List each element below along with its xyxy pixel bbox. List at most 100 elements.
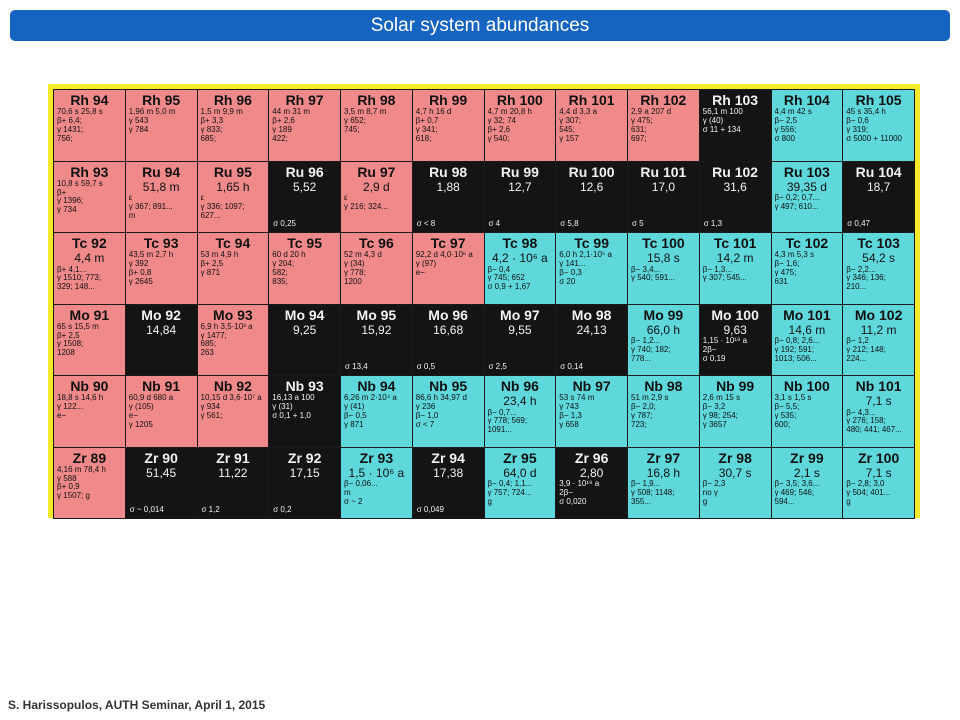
nuclide-detail-line: 631; (631, 125, 647, 134)
nuclide-cell-mo-98: Mo 98 24,13 σ 0,14 (556, 304, 627, 375)
nuclide-chart-frame: Rh 94 70,6 s 25,8 s β+ 6,4; γ 1431; 756; Rh 9… (48, 84, 920, 519)
nuclide-detail-line: 685; (200, 340, 217, 349)
nuclide-detail-line: γ 833; (200, 125, 223, 134)
nuclide-cell-ru-100: Ru 100 12,6 σ 5,8 (556, 161, 627, 232)
nuclide-value: 14,84 (146, 322, 177, 337)
nuclide-value: 17,0 (651, 179, 676, 194)
nuclide-value: 1,65 h (216, 179, 250, 194)
nuclide-detail-line: 685; (200, 134, 217, 143)
nuclide-detail-line: γ 32; 74 (487, 117, 516, 126)
nuclide-name: Tc 99 (574, 235, 609, 251)
nuclide-detail-line: 65 s 15,5 m (57, 322, 99, 331)
nuclide-detail-line: 600; (774, 420, 791, 429)
nuclide-name: Tc 94 (215, 235, 251, 251)
nuclide-name: Nb 98 (644, 378, 683, 394)
nuclide-detail-line: β− 3,5; 3,6... (774, 480, 820, 489)
nuclide-detail-line: γ (97) (415, 260, 437, 269)
nuclide-cell-tc-98: Tc 98 4,2 · 10⁶ a β− 0,4 γ 745; 652 σ 0,9 + … (484, 233, 556, 304)
nuclide-value: 1,5 · 10⁶ a (348, 465, 405, 480)
nuclide-detail-line: σ 800 (774, 134, 796, 143)
nuclide-detail-line: 18,8 s 14,6 h (57, 394, 104, 403)
nuclide-cell-zr-90: Zr 90 51,45 σ ~ 0,014 (125, 447, 197, 518)
nuclide-name: Zr 89 (72, 449, 107, 466)
nuclide-cross-section: σ 5,8 (560, 219, 579, 229)
nuclide-detail-line: σ ~ 2 (344, 497, 363, 506)
nuclide-detail-line: γ 475; (774, 268, 797, 277)
nuclide-cell-zr-100: Zr 100 7,1 s β− 2,8; 3,0 γ 504; 401... g (843, 447, 914, 518)
nuclide-detail-line: 210... (846, 283, 867, 292)
nuclide-detail-line: 16,13 a 100 (272, 394, 315, 403)
nuclide-name: Nb 95 (429, 378, 468, 394)
nuclide-name: Rh 95 (142, 92, 181, 108)
nuclide-name: Rh 99 (429, 92, 468, 108)
nuclide-detail-line: 480; 441; 467... (846, 426, 902, 435)
nuclide-value: 54,2 s (862, 251, 895, 266)
nuclide-name: Zr 91 (216, 449, 250, 466)
nuclide-detail-line: γ 469; 546; (774, 488, 815, 497)
nuclide-detail-line: γ 307; 545... (702, 274, 747, 283)
nuclide-detail-line: γ 346; 136; (846, 274, 886, 283)
nuclide-detail-line: σ 0,1 + 1,0 (272, 411, 311, 420)
nuclide-cell-mo-99: Mo 99 66,0 h β− 1,2... γ 740; 182; 778... (628, 304, 699, 375)
nuclide-cell-rh-94: Rh 94 70,6 s 25,8 s β+ 6,4; γ 1431; 756; (54, 90, 125, 161)
nuclide-value: 7,1 s (865, 465, 892, 480)
nuclide-name: Ru 96 (285, 163, 324, 180)
nuclide-detail-line: γ 3657 (702, 420, 727, 429)
nuclide-detail-line: 618; (415, 134, 432, 143)
nuclide-name: Ru 101 (640, 163, 687, 180)
nuclide-value: 2,9 d (363, 179, 390, 194)
nuclide-cell-mo-97: Mo 97 9,55 σ 2,5 (484, 304, 556, 375)
nuclide-detail-line: β− 0,6 (846, 117, 869, 126)
nuclide-detail-line: 2,6 m 15 s (702, 394, 741, 403)
nuclide-detail-line: β− 2,5 (774, 117, 798, 126)
nuclide-name: Mo 93 (213, 306, 253, 323)
nuclide-value: 31,6 (723, 179, 747, 194)
nuclide-detail-line: β− 4,3... (846, 408, 876, 417)
nuclide-detail-line: 1013; 506... (774, 354, 817, 363)
nuclide-value: 14,2 m (716, 251, 754, 266)
nuclide-detail-line: γ 1508; (57, 340, 84, 349)
nuclide-name: Mo 91 (69, 306, 110, 323)
nuclide-value: 39,35 d (786, 179, 827, 194)
nuclide-name: Ru 94 (142, 163, 181, 180)
nuclide-name: Nb 101 (855, 378, 902, 394)
nuclide-detail-line: γ 871 (200, 268, 221, 277)
nuclide-detail-line: β− 2,8; 3,0 (846, 480, 885, 489)
nuclide-detail-line: 582; (272, 268, 288, 277)
nuclide-detail-line: β− 1,3 (559, 411, 582, 420)
nuclide-detail-line: 4,7 m 20,8 h (487, 108, 532, 117)
nuclide-detail-line: γ (41) (344, 403, 365, 412)
nuclide-name: Mo 97 (500, 306, 540, 323)
nuclide-value: 9,25 (292, 322, 317, 337)
nuclide-detail-line: 6,26 m 2·10⁴ a (344, 394, 397, 403)
nuclide-detail-line: 329; 148... (57, 283, 95, 292)
nuclide-cell-rh-105: Rh 105 45 s 35,4 h β− 0,6 γ 319; σ 5000 + 11… (843, 90, 914, 161)
nuclide-name: Nb 96 (500, 378, 539, 394)
nuclide-value: 14,6 m (788, 322, 826, 337)
nuclide-detail-line: γ 561; (200, 411, 223, 420)
nuclide-detail-line: 355... (631, 497, 652, 506)
nuclide-detail-line: ε (128, 194, 133, 203)
nuclide-value: 1,88 (436, 179, 460, 194)
nuclide-cell-tc-94: Tc 94 53 m 4,9 h β+ 2,5 γ 871 (197, 233, 269, 304)
nuclide-name: Zr 93 (359, 449, 394, 466)
nuclide-cell-tc-102: Tc 102 4,3 m 5,3 s β− 1,6; γ 475; 631 (771, 233, 843, 304)
nuclide-detail-line: γ 540; (487, 134, 510, 143)
nuclide-detail-line: γ 745; 652 (487, 274, 525, 283)
nuclide-detail-line: ε (344, 194, 348, 203)
nuclide-detail-line: γ 98; 254; (702, 411, 738, 420)
nuclide-detail-line: γ 392 (128, 260, 149, 269)
nuclide-name: Nb 97 (572, 378, 611, 394)
nuclide-detail-line: σ 0,9 + 1,67 (487, 283, 531, 292)
nuclide-detail-line: m (128, 211, 136, 220)
nuclide-name: Zr 100 (858, 449, 900, 466)
nuclide-name: Ru 99 (500, 163, 539, 180)
nuclide-detail-line: γ (105) (128, 403, 154, 412)
nuclide-detail-line: 1,15 · 10¹⁹ a (702, 337, 748, 346)
nuclide-name: Tc 101 (713, 235, 757, 251)
